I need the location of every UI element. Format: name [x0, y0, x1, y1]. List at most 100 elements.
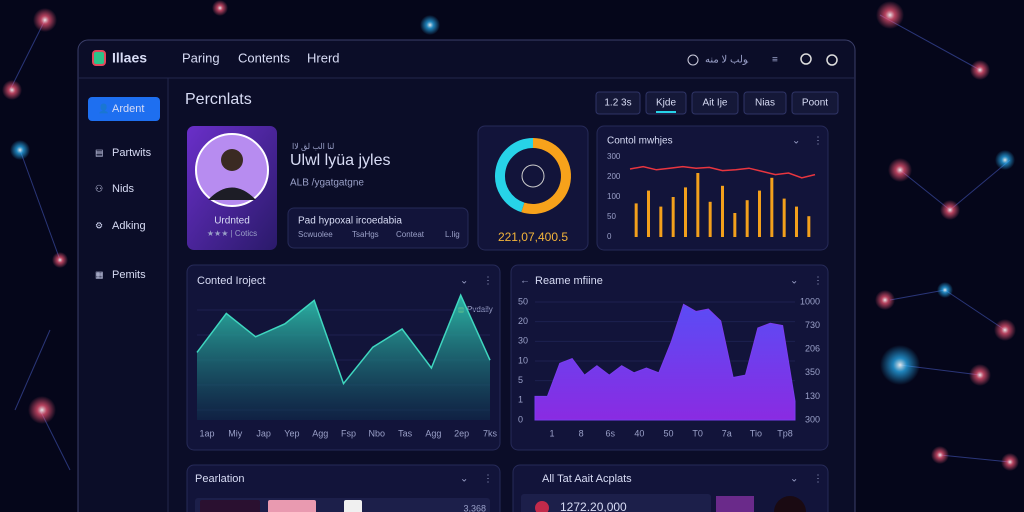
bottom-left-title: Pearlation: [195, 473, 245, 485]
y-label: 0: [518, 414, 523, 424]
sidebar-icon: ▤: [95, 147, 104, 157]
x-label: Tio: [750, 428, 762, 438]
bottom-right-value: 1272.20,000: [560, 500, 627, 512]
purple-title: Reame mfiine: [535, 275, 603, 287]
sidebar-item[interactable]: Nids: [112, 183, 135, 195]
chevron[interactable]: ⌄: [790, 474, 798, 485]
sidebar-active: [88, 97, 160, 121]
chevron[interactable]: ⌄: [790, 276, 798, 287]
profile-box-item: L.lig: [445, 230, 460, 239]
y-label: 10: [518, 355, 528, 365]
tab[interactable]: [691, 91, 739, 115]
menu-icon[interactable]: ⋮: [483, 276, 493, 287]
x-label: Tp8: [777, 428, 793, 438]
y-label: 30: [518, 336, 528, 346]
x-label: Fsp: [341, 428, 356, 438]
thumb: [268, 500, 316, 512]
bar-card: [596, 125, 829, 251]
chevron[interactable]: ⌄: [792, 136, 800, 147]
menu-icon[interactable]: ⋮: [813, 136, 823, 147]
y-label: 300: [607, 152, 621, 161]
bar: [782, 198, 786, 237]
thumb: [200, 500, 260, 512]
bar: [745, 200, 749, 237]
area: [197, 295, 490, 420]
sidebar: 👤 Ardent ▤ Partwits ⚇ Nids ⚙ Adking ▦ Pemits: [88, 97, 160, 281]
sidebar-item[interactable]: Partwits: [112, 147, 152, 159]
tab-label[interactable]: Ait Ije: [702, 98, 727, 109]
y-label: 1: [518, 395, 523, 405]
sidebar-item[interactable]: Adking: [112, 220, 146, 232]
x-label: 6s: [605, 428, 615, 438]
tab-label[interactable]: Poont: [802, 98, 828, 109]
x-label: 7a: [722, 428, 732, 438]
y2-label: 206: [805, 344, 820, 354]
bar: [647, 190, 650, 237]
bar: [795, 206, 798, 237]
line: [629, 165, 816, 179]
tab-label[interactable]: Nias: [755, 98, 775, 109]
menu-icon[interactable]: ≡: [772, 55, 778, 66]
x-label: 1: [549, 428, 554, 438]
sidebar-item[interactable]: Ardent: [112, 103, 144, 115]
profile-name: Urdnted: [214, 216, 250, 227]
menu-icon[interactable]: ⋮: [813, 474, 823, 485]
donut: [495, 138, 571, 214]
chevron[interactable]: ⌄: [460, 474, 468, 485]
x-label: Miy: [228, 428, 242, 438]
y2-label: 300: [805, 414, 820, 424]
chevron[interactable]: ⌄: [460, 276, 468, 287]
y-label: 20: [518, 316, 528, 326]
y-label: 5: [518, 375, 523, 385]
avatar-body: [208, 187, 256, 200]
donut-icon: [521, 164, 545, 188]
menu-icon[interactable]: ⋮: [813, 276, 823, 287]
bar: [684, 187, 687, 237]
x-label: Agg: [312, 428, 328, 438]
y2-label: 730: [805, 320, 820, 330]
nav-link[interactable]: Paring: [182, 50, 220, 65]
profile-box-item: TsaHgs: [352, 230, 379, 239]
back-icon[interactable]: ←: [520, 276, 530, 287]
y2-label: 350: [805, 367, 820, 377]
page-title: Percnlats: [185, 91, 252, 108]
tab[interactable]: [595, 91, 641, 115]
sidebar-icon: ▦: [95, 269, 104, 279]
profile-box-items: Scwuolee TsaHgs Conteat L.lig: [298, 230, 460, 239]
search-icon[interactable]: [800, 53, 812, 65]
nav-link[interactable]: Hrerd: [307, 50, 340, 65]
y-label: 200: [607, 172, 621, 181]
y2-label: 130: [805, 391, 820, 401]
tab[interactable]: [791, 91, 839, 115]
tab-label[interactable]: Kjde: [656, 98, 676, 109]
sidebar-icon: ⚙: [95, 220, 103, 230]
list-row[interactable]: [521, 494, 711, 512]
thumb: [774, 496, 806, 512]
x-label: 7ks: [483, 428, 498, 438]
settings-icon[interactable]: [826, 54, 838, 66]
bar: [770, 177, 774, 237]
bar: [659, 206, 663, 237]
bar-chart: 300 200 100 50 0: [607, 152, 816, 241]
sidebar-item[interactable]: Pemits: [112, 269, 146, 281]
globe-icon[interactable]: [687, 54, 699, 66]
nav-link[interactable]: Contents: [238, 50, 291, 65]
background-nodes: [2, 0, 1019, 471]
area-chart: 1ap Miy Jap Yep Agg Fsp Nbo Tas Agg 2ep 7ks: [196, 293, 498, 438]
y-label: 50: [607, 212, 616, 221]
menu-icon[interactable]: ⋮: [483, 474, 493, 485]
x-label: 2ep: [454, 428, 469, 438]
profile-box-item: Scwuolee: [298, 230, 333, 239]
thumb: [716, 496, 754, 512]
donut-segment: [521, 138, 571, 214]
tab-label[interactable]: 1.2 3s: [604, 98, 631, 109]
x-label: Yep: [284, 428, 299, 438]
bar: [758, 190, 761, 237]
tab[interactable]: [743, 91, 787, 115]
icon: [535, 501, 549, 512]
tab[interactable]: [645, 91, 687, 115]
bar: [671, 197, 675, 237]
y-label: 0: [607, 232, 612, 241]
y-label: 100: [607, 192, 621, 201]
